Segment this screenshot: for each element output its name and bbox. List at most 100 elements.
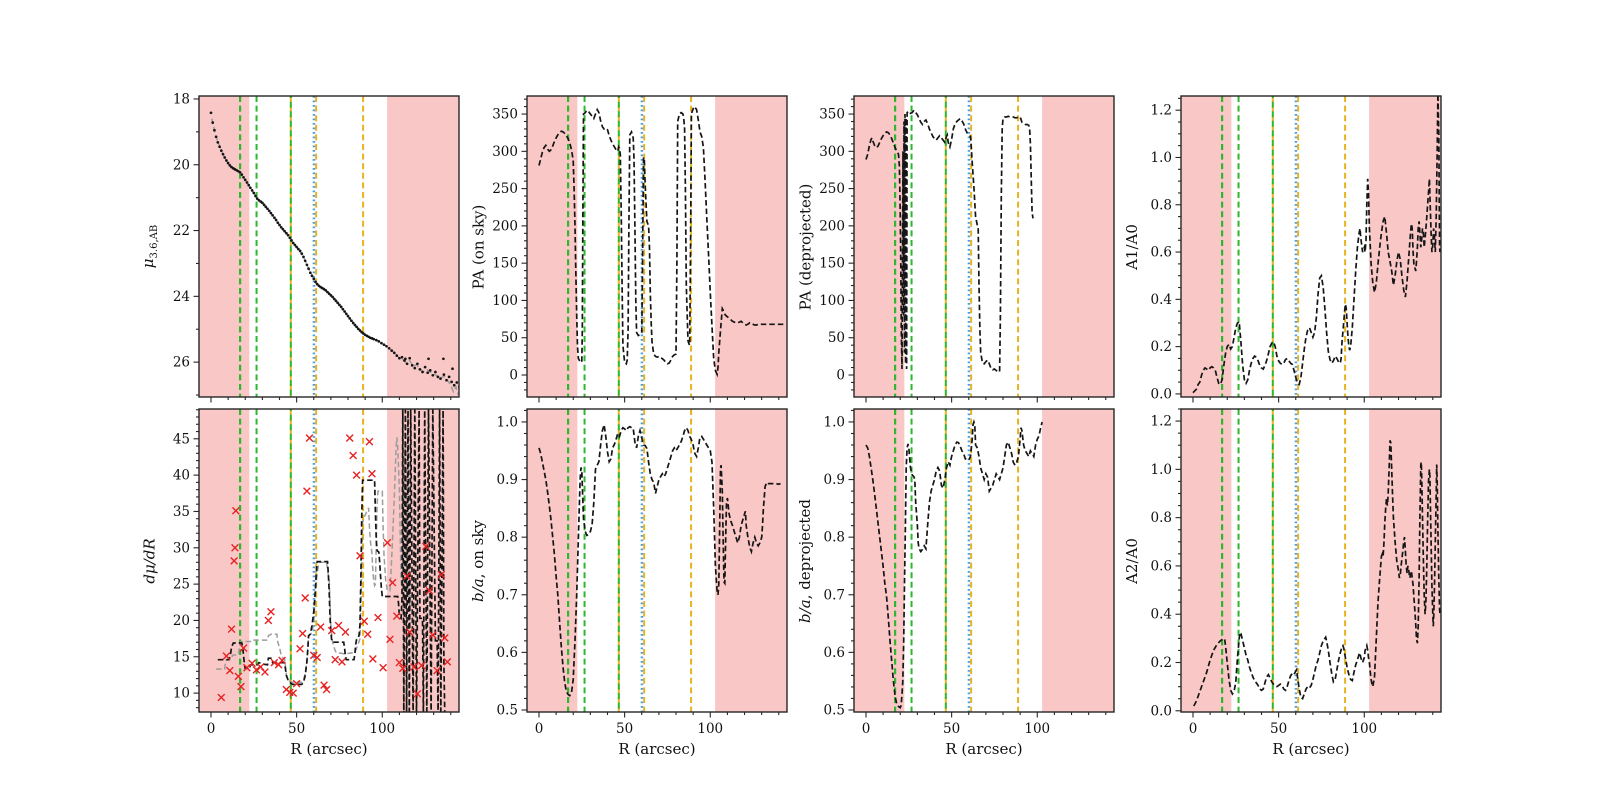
x-marker	[398, 664, 407, 673]
x-marker	[264, 616, 273, 625]
x-marker	[338, 657, 346, 666]
y-tick-label: 0	[509, 368, 518, 384]
data-point	[242, 175, 245, 179]
x-marker	[225, 666, 234, 675]
x-marker	[331, 655, 340, 664]
y-tick-label: 150	[492, 256, 518, 272]
y-tick-label: 0.5	[824, 702, 845, 718]
y-tick-label: 250	[819, 181, 845, 197]
shaded-region	[1042, 409, 1114, 712]
data-point	[266, 207, 269, 211]
data-point	[404, 357, 407, 361]
data-point	[295, 245, 298, 249]
x-marker	[345, 434, 354, 442]
x-marker	[352, 471, 361, 480]
x-marker	[392, 612, 401, 620]
data-point	[308, 271, 312, 275]
x-axis-label: R (arcsec)	[290, 740, 368, 758]
y-tick-label: 20	[173, 613, 190, 629]
data-point	[216, 141, 220, 144]
x-tick-label: 50	[616, 721, 633, 737]
y-axis-label: μ3.6,AB	[137, 96, 163, 397]
data-point	[296, 247, 300, 251]
x-marker	[440, 633, 449, 642]
data-point	[310, 274, 314, 278]
x-marker	[386, 635, 394, 644]
curve-black	[1192, 96, 1441, 394]
panel-a2-a0: 0 50 100 0.0 0.2 0.4 0.6 0.8 1.0 1.2 A2/A0 R (arc…	[1123, 408, 1442, 758]
data-point	[390, 349, 394, 352]
data-point	[247, 183, 251, 187]
x-marker	[379, 663, 388, 672]
x-marker	[360, 617, 369, 626]
curve-black	[865, 108, 1034, 374]
x-marker	[383, 538, 392, 547]
x-marker	[363, 630, 372, 639]
x-marker	[425, 586, 434, 595]
plot-area-a1-a0: 0.0 0.2 0.4 0.6 0.8 1.0 1.2	[1151, 95, 1442, 403]
panel-dmu-dr: 0 50 100 10 15 20 25 30 35 40 45 dμ/dR R (arcsec)	[141, 408, 460, 758]
axes-spines	[198, 95, 460, 398]
data-point	[238, 170, 242, 174]
x-marker	[292, 679, 301, 688]
axes-spines	[853, 95, 1115, 398]
y-tick-label: 0.2	[1151, 339, 1172, 355]
y-tick-label: 45	[173, 431, 190, 447]
data-point	[273, 216, 276, 220]
axes-spines	[198, 408, 460, 713]
x-tick-label: 0	[207, 721, 216, 737]
y-tick-label: 1.2	[1151, 414, 1172, 430]
y-tick-label: 0	[836, 368, 845, 384]
data-point	[279, 225, 283, 229]
plot-area-pa-on-sky: 0 50 100 150 200 250 300 350	[492, 95, 788, 403]
x-marker	[316, 623, 325, 631]
data-point	[339, 305, 343, 309]
data-point	[374, 338, 378, 342]
x-tick-label: 100	[1351, 721, 1377, 737]
x-marker	[433, 666, 441, 675]
x-marker	[349, 451, 358, 460]
y-tick-label: 24	[173, 289, 190, 305]
data-point	[426, 371, 430, 375]
data-point	[334, 299, 338, 303]
data-point	[228, 164, 232, 167]
y-tick-label: 300	[492, 144, 518, 160]
y-tick-label: 0.7	[824, 587, 845, 603]
data-point	[302, 255, 305, 259]
y-tick-label: 10	[173, 686, 190, 702]
x-marker	[237, 682, 245, 691]
shaded-region	[199, 96, 250, 397]
shaded-region	[1369, 96, 1441, 397]
y-tick-label: 50	[828, 330, 845, 346]
plot-area-ba-on-sky: 0 50 100 0.5 0.6 0.7 0.8 0.9 1.0	[497, 408, 788, 737]
data-point	[434, 370, 437, 374]
data-point	[442, 373, 446, 376]
x-marker	[356, 551, 364, 560]
x-marker	[227, 625, 236, 634]
panel-pa-on-sky: 0 50 100 150 200 250 300 350 PA (on sky)	[469, 95, 788, 403]
y-tick-label: 0.6	[1151, 245, 1172, 261]
y-tick-label: 0.9	[824, 472, 845, 488]
data-point	[392, 351, 396, 355]
data-point	[416, 362, 419, 366]
curve-black	[217, 409, 446, 712]
panel-a1-a0: 0.0 0.2 0.4 0.6 0.8 1.0 1.2 A1/A0	[1123, 95, 1442, 403]
y-tick-label: 26	[173, 355, 190, 371]
y-tick-label: 0.8	[1151, 197, 1172, 213]
x-axis-label: R (arcsec)	[945, 740, 1023, 758]
x-marker	[322, 685, 331, 694]
x-marker	[248, 659, 256, 668]
y-tick-label: 0.6	[1151, 558, 1172, 574]
y-tick-label: 0.6	[824, 645, 845, 661]
data-point	[223, 156, 227, 159]
data-point	[261, 201, 264, 205]
axes-spines	[526, 95, 788, 398]
y-tick-label: 35	[173, 504, 190, 520]
data-point	[455, 381, 459, 384]
x-marker	[388, 578, 397, 587]
data-point	[327, 292, 331, 296]
x-marker	[296, 644, 304, 653]
x-tick-label: 0	[535, 721, 544, 737]
data-point	[267, 209, 271, 213]
